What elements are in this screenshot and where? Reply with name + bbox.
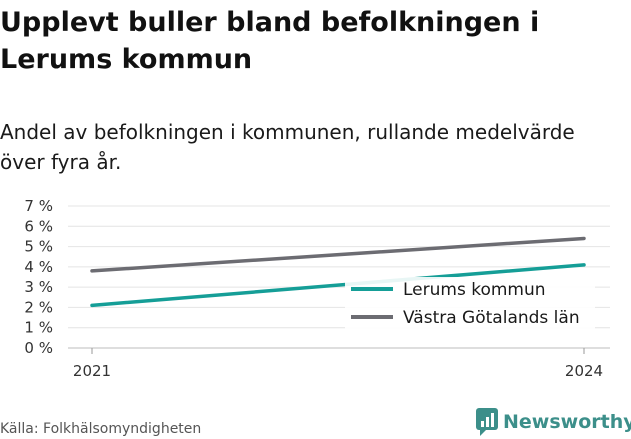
newsworthy-logo-icon (476, 408, 498, 436)
chart-title: Upplevt buller bland befolkningen i Leru… (0, 7, 540, 75)
chart-subtitle: Andel av befolkningen i kommunen, rullan… (0, 120, 575, 174)
line-chart: 0 % 1 % 2 % 3 % 4 % 5 % 6 % 7 % 2021 2024 Lerums k… (24, 197, 610, 380)
x-tick-label: 2021 (73, 362, 111, 380)
brand-name: Newsworthy (503, 411, 631, 433)
y-tick-label: 2 % (24, 298, 53, 316)
y-tick-label: 6 % (24, 217, 53, 235)
source-note: Källa: Folkhälsomyndigheten (0, 421, 202, 437)
y-tick-label: 7 % (24, 197, 53, 215)
y-tick-label: 1 % (24, 319, 53, 337)
series-line-lerums-kommun (90, 263, 586, 308)
legend-box (345, 277, 595, 333)
series-line-vastra-gotalands-lan (90, 236, 586, 273)
y-tick-label: 3 % (24, 278, 53, 296)
y-tick-label: 5 % (24, 238, 53, 256)
legend-label: Lerums kommun (403, 280, 546, 300)
newsworthy-brand[interactable]: Newsworthy (476, 408, 631, 436)
x-tick-label: 2024 (565, 362, 603, 380)
y-tick-label: 4 % (24, 258, 53, 276)
y-tick-label: 0 % (24, 339, 53, 357)
legend-label: Västra Götalands län (403, 308, 580, 328)
